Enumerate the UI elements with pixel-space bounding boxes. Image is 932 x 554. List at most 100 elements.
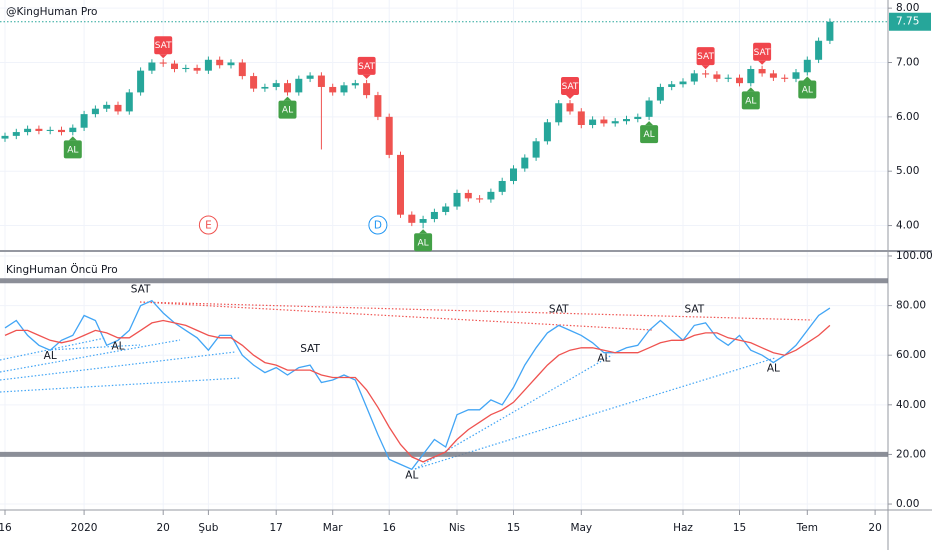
signal-pointer [419,229,428,234]
candle-body [272,83,280,87]
y-tick-label: 100.00 [896,250,932,262]
last-price-badge: 7.75 [889,12,931,31]
signal-text: AL [745,96,756,106]
chart-title: @KingHuman Pro [6,6,98,18]
candle-body [114,104,122,112]
candle-body [442,206,450,212]
y-tick-label: 7.00 [896,57,919,69]
signal-text: SAT [562,82,579,92]
candle-body [351,83,359,86]
signal-text: AL [44,350,57,362]
candle-body [35,128,43,131]
candle-body [159,62,167,64]
signal-box [741,91,760,110]
signal-label: SAT [357,56,376,79]
candle-body [476,198,484,200]
signal-box [63,140,82,159]
candle-body [453,192,461,207]
signal-text: AL [111,340,124,352]
y-tick-label: 8.00 [896,2,919,14]
signal-pointer [758,60,767,65]
x-tick-label: May [570,522,592,534]
candle-body [464,192,472,199]
x-tick-label: 20 [157,522,170,534]
signal-pointer [68,136,77,141]
candle-body [758,69,766,74]
candle-body [747,69,755,84]
signal-box [357,56,376,75]
signal-pointer [283,96,292,101]
signal-box [154,36,173,55]
candle-body [193,67,201,71]
signal-box [798,80,817,99]
candle-body [577,111,585,125]
candle-body [543,122,551,142]
candle-body [295,78,303,93]
signal-text: AL [597,353,610,365]
last-price-label: 7.75 [896,16,919,28]
event-marker [198,215,218,235]
trend-line [414,354,613,470]
y-tick-label: 4.00 [896,220,919,232]
signal-text: AL [282,106,293,116]
candle-body [668,84,676,87]
chart-title: KingHuman Öncü Pro [6,263,118,276]
signal-box [278,100,297,119]
candle-body [137,70,145,93]
candle-body [634,116,642,120]
x-tick-label: Haz [673,522,693,534]
signal-pointer [362,74,371,79]
candle-body [125,92,133,112]
candle-body [24,128,32,133]
candle-body [690,73,698,82]
candle-body [227,62,235,66]
x-tick-label: 2020 [71,522,98,534]
signal-label: SAT [154,36,173,59]
candle-body [46,129,54,131]
trend-line [47,344,141,351]
signal-pointer [701,65,710,70]
signal-pointer [566,95,574,99]
candle-body [623,119,630,122]
signal-text: SAT [697,52,714,62]
x-tick-label: 20 [868,522,881,534]
candle-body [656,86,664,101]
signal-text: SAT [684,303,704,315]
signal-label: AL [63,136,82,159]
candle-body [317,75,325,87]
x-tick-label: Nis [449,522,465,534]
candle-body [702,73,710,75]
candle-body [521,157,529,169]
candle-body [555,103,563,123]
candle-body [69,127,77,133]
candle-body [250,76,258,89]
candle-body [600,119,608,124]
candle-body [792,72,800,79]
trend-line [139,301,813,321]
candle-body [815,40,823,60]
candle-body [803,59,811,73]
candle-body [826,21,834,41]
trend-line [0,351,236,381]
candle-body [340,85,348,93]
signal-text: SAT [300,343,320,355]
candle-body [80,114,88,128]
x-tick-label: 15 [733,522,746,534]
candle-body [645,100,653,117]
candle-body [611,121,619,124]
candle-body [148,62,156,71]
signal-pointer [645,121,654,126]
candle-body [261,86,269,89]
y-tick-label: 80.00 [896,300,926,312]
signal-text: AL [405,469,418,481]
signal-box [561,77,579,95]
x-tick-label: 16 [383,522,397,534]
candle-body [216,59,224,66]
y-tick-label: 5.00 [896,165,919,177]
candle-body [12,132,20,136]
signal-text: AL [802,86,813,96]
